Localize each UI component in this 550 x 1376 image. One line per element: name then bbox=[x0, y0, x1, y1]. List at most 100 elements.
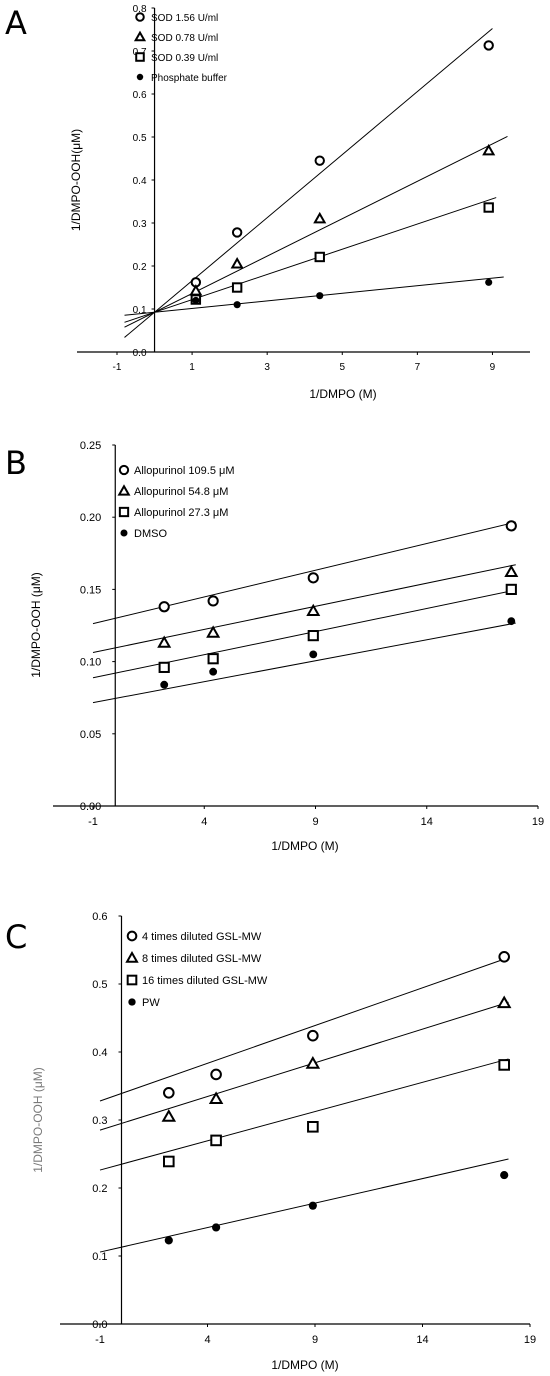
data-point bbox=[306, 603, 321, 617]
x-axis-title: 1/DMPO (M) bbox=[271, 839, 338, 853]
legend-label: Allopurinol 27.3 μM bbox=[134, 507, 228, 519]
data-point bbox=[308, 1201, 317, 1210]
data-point bbox=[206, 625, 221, 638]
x-axis-title: 1/DMPO (M) bbox=[271, 1358, 338, 1372]
data-point bbox=[505, 520, 517, 532]
data-point bbox=[507, 617, 516, 626]
trend-line bbox=[124, 197, 497, 323]
y-tick-label: 0.05 bbox=[80, 729, 101, 741]
data-point bbox=[231, 227, 243, 238]
y-tick-label: 0.2 bbox=[133, 262, 147, 273]
x-tick-label: -1 bbox=[113, 362, 122, 373]
legend-label: 8 times diluted GSL-MW bbox=[142, 953, 262, 965]
data-point bbox=[210, 1068, 222, 1081]
series-group bbox=[163, 951, 511, 1099]
data-point bbox=[307, 630, 319, 642]
panel-c: C 0.0 0.1 0.2 0.3 0.4 0.5 0.6 -1 4 9 14 19 1/DMPO (M… bbox=[0, 890, 550, 1376]
legend-marker bbox=[135, 12, 145, 22]
y-tick-label: 0.6 bbox=[133, 90, 147, 101]
legend-label: 4 times diluted GSL-MW bbox=[142, 931, 262, 943]
data-point bbox=[313, 211, 327, 224]
data-point bbox=[209, 667, 218, 676]
y-tick-label: 0.1 bbox=[92, 1251, 107, 1263]
data-point bbox=[157, 635, 172, 648]
series-group bbox=[189, 143, 496, 296]
legend-marker bbox=[118, 506, 130, 518]
series-group bbox=[160, 617, 516, 689]
panel-b: B 0.00 0.05 0.10 0.15 0.20 0.25 -1 4 9 14 19 1/DMPO… bbox=[0, 420, 550, 890]
data-point bbox=[314, 155, 325, 166]
data-point bbox=[161, 1109, 177, 1122]
y-tick-label: 0.5 bbox=[92, 979, 107, 991]
x-tick-label: 4 bbox=[201, 816, 207, 828]
data-point bbox=[230, 257, 244, 269]
legend: 4 times diluted GSL-MW 8 times diluted GS… bbox=[125, 930, 268, 1009]
y-tick-label: 0.3 bbox=[92, 1115, 107, 1127]
panel-label: B bbox=[5, 444, 27, 482]
data-point bbox=[208, 1091, 224, 1105]
legend-marker bbox=[120, 529, 128, 537]
chart-b: 0.00 0.05 0.10 0.15 0.20 0.25 -1 4 9 14 19 1/DMPO (… bbox=[29, 440, 544, 853]
data-point bbox=[498, 1059, 510, 1071]
x-tick-label: 7 bbox=[415, 362, 421, 373]
data-point bbox=[482, 143, 496, 156]
y-tick-label: 0.00 bbox=[80, 801, 101, 813]
y-tick-label: 0.15 bbox=[80, 584, 101, 596]
y-tick-label: 0.25 bbox=[80, 440, 101, 452]
trend-line bbox=[92, 589, 516, 679]
x-tick-label: 14 bbox=[416, 1334, 428, 1346]
data-point bbox=[504, 564, 519, 578]
series-group bbox=[161, 995, 512, 1122]
legend-label: PW bbox=[142, 997, 160, 1009]
data-point bbox=[212, 1223, 221, 1232]
trend-line bbox=[99, 1001, 509, 1131]
x-tick-label: 1 bbox=[189, 362, 195, 373]
legend-marker bbox=[135, 52, 145, 62]
chart-c: 0.00.10.20.30.40.50.6-1 4 9 14 191/DMPO (M)1… bbox=[31, 911, 536, 1372]
legend-marker bbox=[117, 484, 131, 496]
data-point bbox=[500, 1171, 509, 1180]
panel-a: A 0.00.10.20.30.40.50.60.70.8-1135791/DM… bbox=[0, 0, 550, 420]
x-tick-label: 9 bbox=[490, 362, 496, 373]
y-tick-label: 0.4 bbox=[133, 176, 147, 187]
data-point bbox=[483, 202, 494, 213]
x-tick-label: 14 bbox=[421, 816, 433, 828]
trend-line bbox=[99, 1058, 509, 1171]
legend-marker bbox=[126, 930, 138, 942]
y-tick-label: 0.20 bbox=[80, 512, 101, 524]
y-axis-title: 1/DMPO-OOH (μM) bbox=[29, 572, 43, 678]
legend-marker bbox=[118, 464, 130, 476]
y-tick-label: 0.6 bbox=[92, 911, 107, 923]
series-group bbox=[158, 583, 517, 673]
data-point bbox=[192, 296, 200, 304]
data-point bbox=[231, 282, 243, 293]
data-point bbox=[233, 301, 241, 309]
legend: SOD 1.56 U/ml SOD 0.78 U/ml SOD 0.39 U/ml P… bbox=[133, 12, 228, 84]
data-point bbox=[307, 1029, 319, 1042]
data-point bbox=[160, 680, 169, 689]
series-group bbox=[158, 520, 517, 613]
data-point bbox=[189, 284, 203, 296]
x-tick-label: 9 bbox=[312, 1334, 318, 1346]
data-point bbox=[305, 1056, 321, 1069]
data-point bbox=[485, 278, 493, 286]
panel-label: C bbox=[5, 918, 28, 956]
data-point bbox=[207, 595, 219, 607]
trend-line bbox=[124, 135, 508, 328]
x-tick-label: 19 bbox=[524, 1334, 536, 1346]
data-point bbox=[316, 292, 324, 300]
trend-line bbox=[124, 28, 493, 338]
data-point bbox=[307, 1121, 319, 1133]
data-point bbox=[483, 40, 494, 51]
x-axis-title: 1/DMPO (M) bbox=[309, 387, 376, 401]
series-group bbox=[163, 1059, 510, 1168]
x-tick-label: 3 bbox=[264, 362, 270, 373]
y-tick-label: 0.4 bbox=[92, 1047, 107, 1059]
x-tick-label: 5 bbox=[339, 362, 345, 373]
trend-line bbox=[124, 276, 504, 316]
y-axis-title: 1/DMPO-OOH (μM) bbox=[31, 1067, 45, 1173]
x-tick-label: -1 bbox=[88, 816, 98, 828]
x-tick-label: 19 bbox=[532, 816, 544, 828]
chart-a: 0.00.10.20.30.40.50.60.70.8-1135791/DMPO… bbox=[69, 4, 530, 401]
x-tick-label: -1 bbox=[95, 1334, 105, 1346]
